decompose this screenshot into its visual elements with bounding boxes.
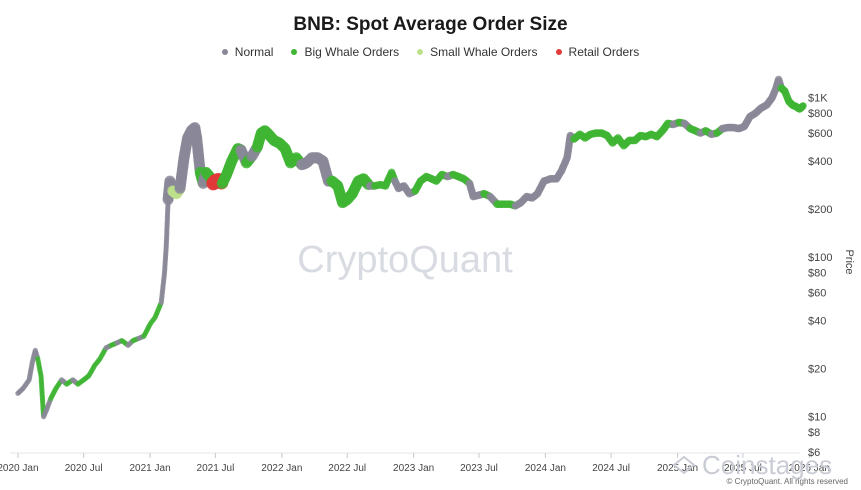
- data-points: [15, 75, 807, 420]
- legend-dot-normal: [221, 49, 228, 55]
- legend-label-small-whale: Small Whale Orders: [430, 45, 538, 59]
- brand-label: Coinstages: [702, 450, 832, 480]
- legend-label-normal: Normal: [234, 45, 274, 59]
- y-tick-label: $800: [808, 108, 832, 120]
- y-tick-label: $600: [808, 128, 832, 140]
- y-tick-label: $1K: [808, 93, 828, 105]
- brand-logo: Coinstages: [672, 450, 832, 480]
- watermark: CryptoQuant: [297, 239, 513, 281]
- x-tick-label: 2020 Jan: [0, 463, 39, 474]
- data-point: [799, 102, 807, 110]
- x-tick-label: 2023 Jul: [460, 463, 498, 474]
- legend-item-small-whale[interactable]: Small Whale Orders: [417, 45, 538, 59]
- y-tick-label: $200: [808, 204, 832, 216]
- x-tick-label: 2022 Jul: [328, 463, 366, 474]
- x-tick-label: 2024 Jul: [592, 463, 630, 474]
- x-tick-label: 2021 Jan: [130, 463, 171, 474]
- legend-item-normal[interactable]: Normal: [221, 45, 274, 59]
- y-axis: $1K $800 $600 $400 $200 $100 $80 $60 $40 $20 $10 $8…: [808, 93, 832, 459]
- legend-item-retail[interactable]: Retail Orders: [555, 45, 640, 59]
- y-tick-label: $80: [808, 268, 826, 280]
- x-tick-label: 2021 Jul: [197, 463, 235, 474]
- y-tick-label: $20: [808, 364, 826, 376]
- legend-label-big-whale: Big Whale Orders: [304, 45, 400, 59]
- legend: Normal Big Whale Orders Small Whale Orde…: [0, 45, 861, 59]
- y-tick-label: $6: [808, 447, 820, 459]
- legend-dot-small-whale: [417, 49, 424, 55]
- y-tick-label: $40: [808, 316, 826, 328]
- chart-title: BNB: Spot Average Order Size: [293, 14, 568, 35]
- legend-dot-big-whale: [291, 49, 298, 55]
- x-tick-label: 2020 Jul: [65, 463, 103, 474]
- y-tick-label: $60: [808, 288, 826, 300]
- y-tick-label: $8: [808, 427, 820, 439]
- x-tick-label: 2023 Jan: [393, 463, 434, 474]
- y-tick-label: $10: [808, 412, 826, 424]
- brand-diamond-icon: [672, 455, 696, 475]
- y-tick-label: $400: [808, 156, 832, 168]
- x-tick-label: 2025 Jul: [724, 463, 762, 474]
- copyright-footer: © CryptoQuant. All rights reserved: [727, 477, 849, 486]
- legend-item-big-whale[interactable]: Big Whale Orders: [291, 45, 399, 59]
- y-axis-title: Price: [843, 249, 855, 274]
- y-tick-label: $100: [808, 252, 832, 264]
- x-tick-label: 2025 Jan: [789, 463, 830, 474]
- x-tick-label: 2022 Jan: [261, 463, 302, 474]
- legend-dot-retail: [555, 49, 562, 55]
- x-tick-label: 2024 Jan: [525, 463, 566, 474]
- legend-label-retail: Retail Orders: [568, 45, 640, 59]
